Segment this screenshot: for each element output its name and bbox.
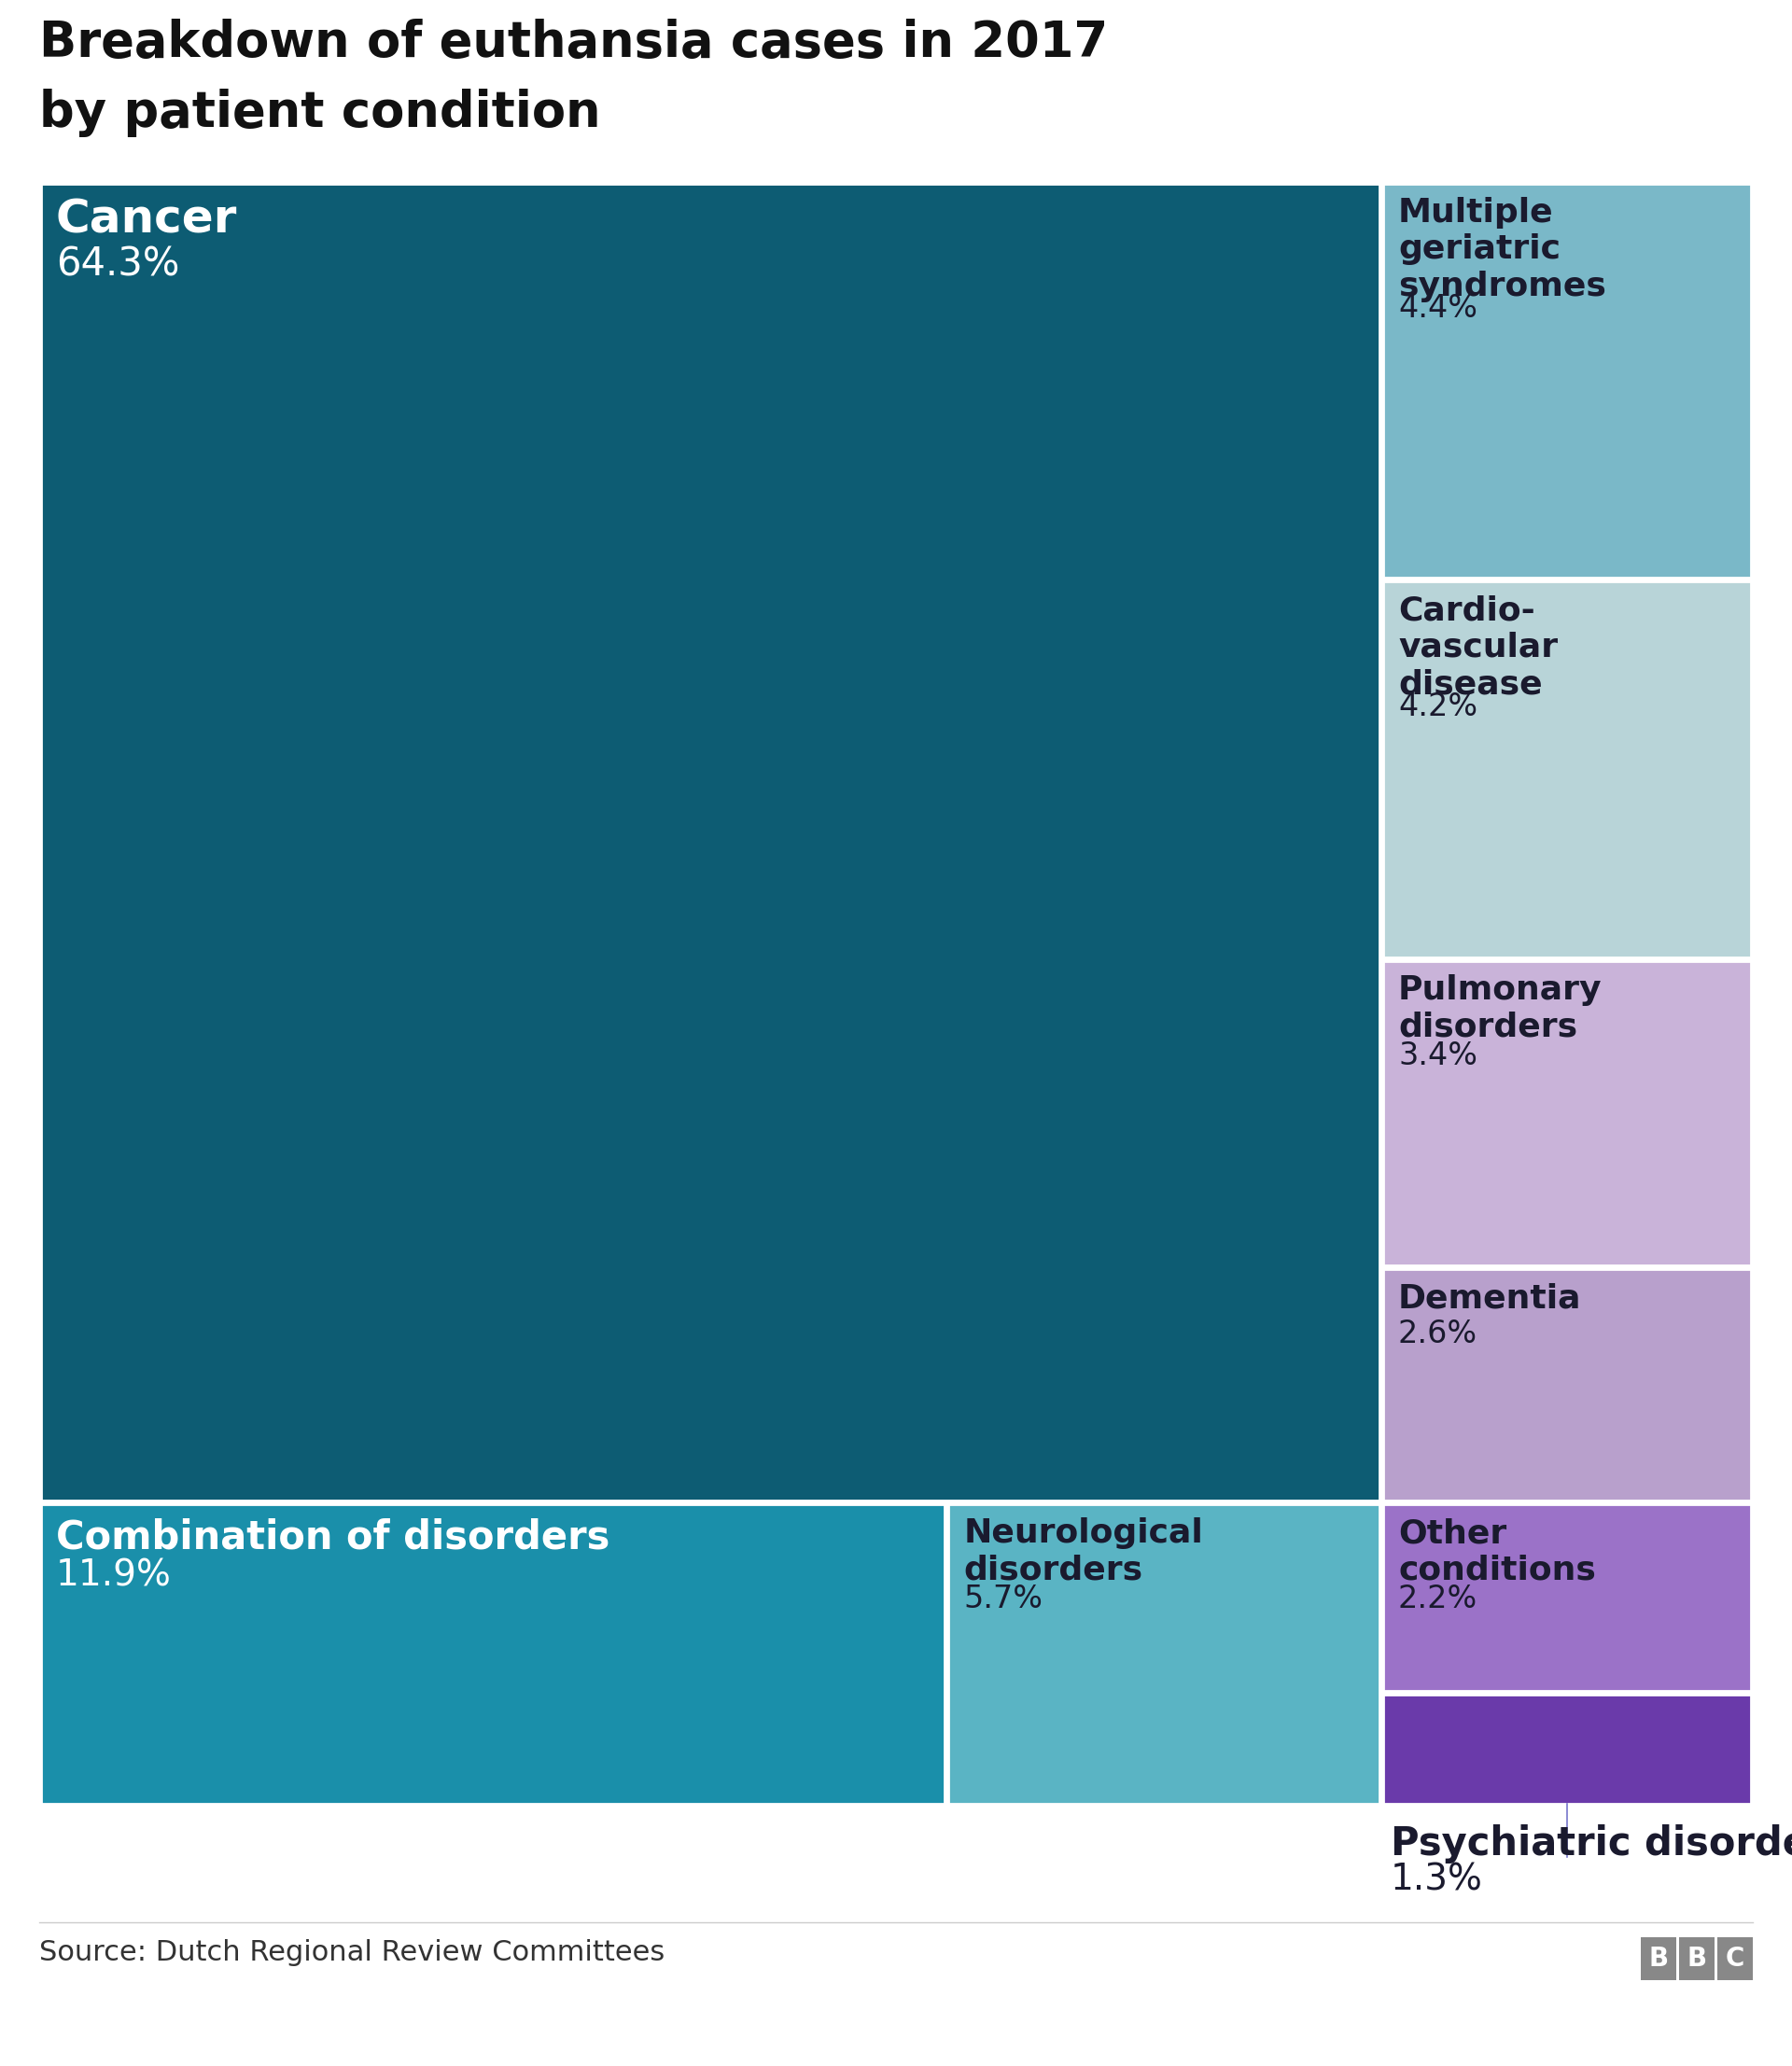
Text: Other
conditions: Other conditions <box>1398 1516 1597 1587</box>
Text: 5.7%: 5.7% <box>964 1583 1043 1614</box>
Bar <box>1383 1694 1751 1804</box>
Bar <box>41 184 1380 1500</box>
Text: Source: Dutch Regional Review Committees: Source: Dutch Regional Review Committees <box>39 1940 665 1967</box>
Bar <box>1383 1269 1751 1500</box>
Bar <box>1383 1504 1751 1692</box>
Text: by patient condition: by patient condition <box>39 89 600 136</box>
Text: 4.4%: 4.4% <box>1398 293 1477 324</box>
Text: Cancer: Cancer <box>56 196 237 242</box>
Text: 4.2%: 4.2% <box>1398 692 1478 723</box>
Bar <box>1383 583 1751 959</box>
Text: B: B <box>1686 1946 1706 1971</box>
Bar <box>948 1504 1380 1804</box>
Text: Dementia: Dementia <box>1398 1283 1582 1314</box>
Text: Cardio-
vascular
disease: Cardio- vascular disease <box>1398 595 1557 700</box>
Bar <box>1641 1938 1676 1979</box>
Text: 11.9%: 11.9% <box>56 1558 172 1593</box>
Text: 2.2%: 2.2% <box>1398 1583 1478 1614</box>
Text: 64.3%: 64.3% <box>56 244 179 283</box>
Text: Pulmonary
disorders: Pulmonary disorders <box>1398 975 1602 1043</box>
Text: Breakdown of euthansia cases in 2017: Breakdown of euthansia cases in 2017 <box>39 19 1107 68</box>
Bar <box>1383 184 1751 578</box>
Bar <box>41 1504 944 1804</box>
Text: Psychiatric disorders: Psychiatric disorders <box>1391 1824 1792 1864</box>
Text: Multiple
geriatric
syndromes: Multiple geriatric syndromes <box>1398 196 1606 302</box>
Bar <box>1679 1938 1715 1979</box>
Text: 2.6%: 2.6% <box>1398 1318 1478 1349</box>
Text: Combination of disorders: Combination of disorders <box>56 1516 609 1556</box>
Bar <box>1383 961 1751 1264</box>
Bar <box>1717 1938 1753 1979</box>
Text: 3.4%: 3.4% <box>1398 1041 1477 1072</box>
Text: B: B <box>1649 1946 1668 1971</box>
Text: 1.3%: 1.3% <box>1391 1861 1484 1897</box>
Text: Neurological
disorders: Neurological disorders <box>964 1516 1202 1587</box>
Text: C: C <box>1726 1946 1745 1971</box>
